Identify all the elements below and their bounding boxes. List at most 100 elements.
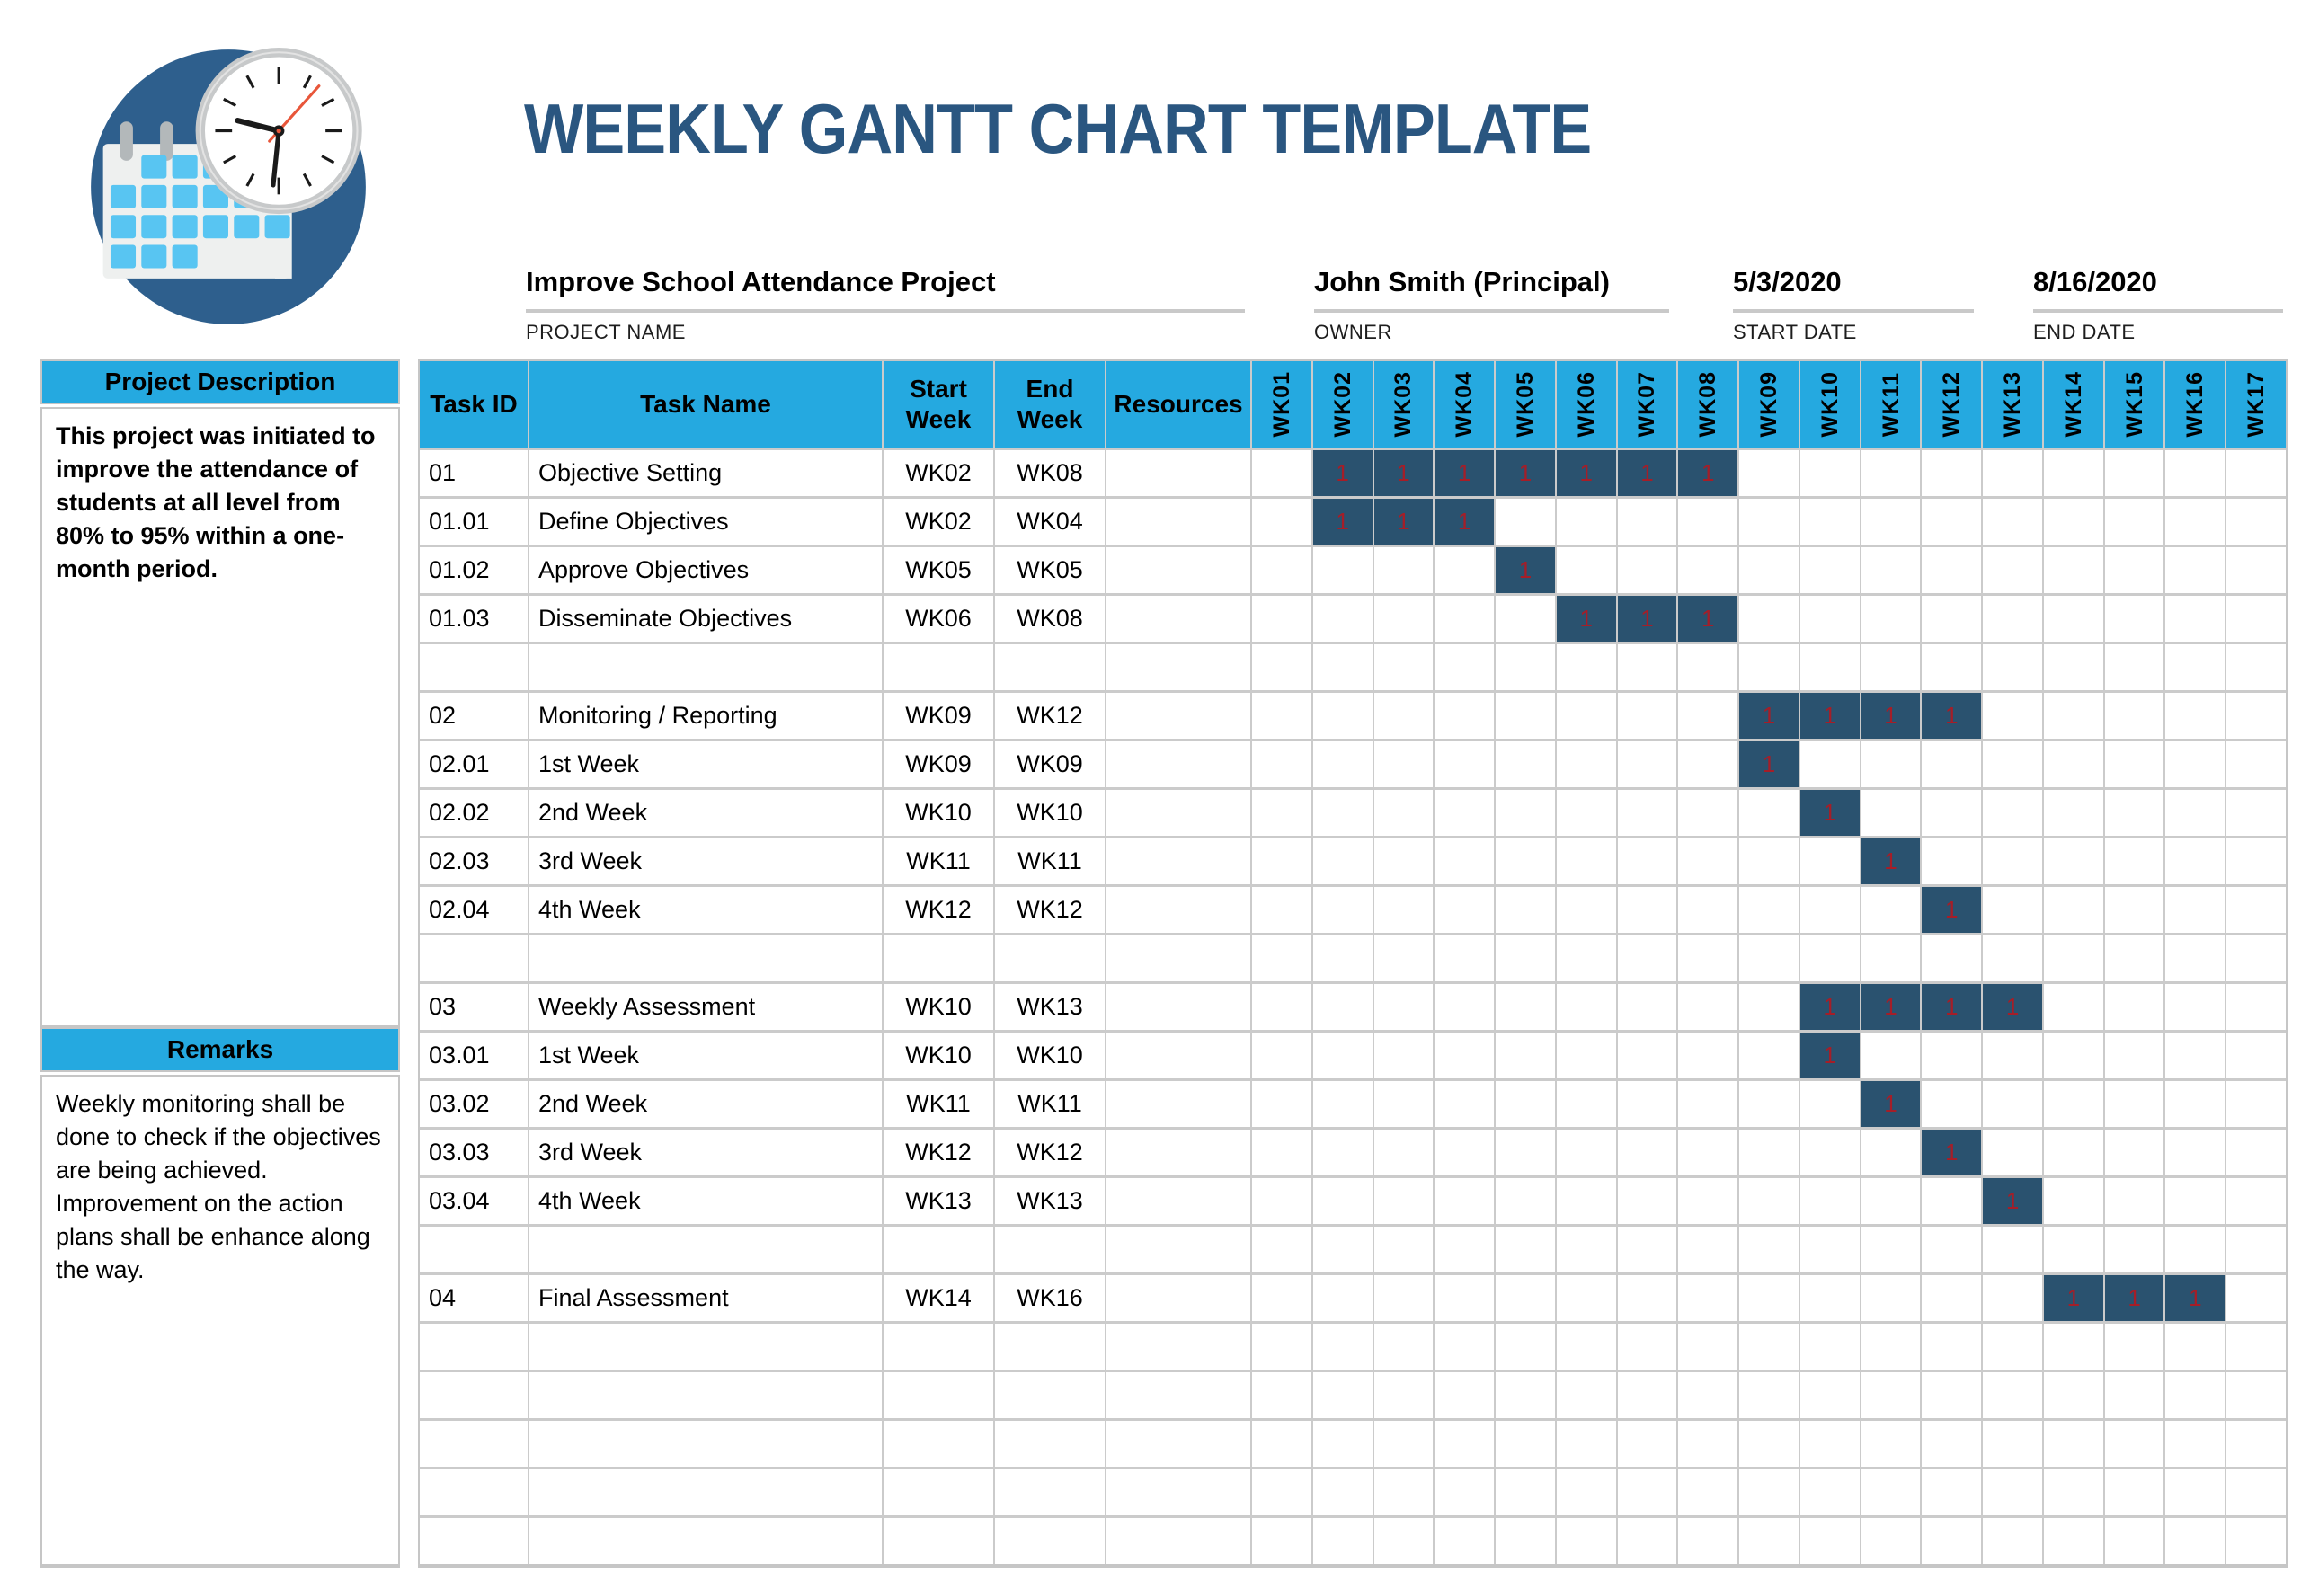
end-week-cell[interactable]: WK04 <box>995 499 1105 545</box>
gantt-cell[interactable] <box>2104 838 2164 884</box>
start-week-cell[interactable] <box>884 935 993 981</box>
gantt-cell[interactable] <box>1617 1518 1677 1564</box>
gantt-cell[interactable] <box>1496 693 1555 739</box>
gantt-cell[interactable] <box>2043 450 2103 496</box>
gantt-cell[interactable] <box>1739 1081 1799 1127</box>
end-week-cell[interactable] <box>995 644 1105 690</box>
gantt-cell[interactable] <box>2043 935 2103 981</box>
gantt-cell[interactable] <box>1678 1324 1738 1370</box>
gantt-cell[interactable] <box>1617 741 1677 787</box>
gantt-cell[interactable] <box>1496 1227 1555 1272</box>
end-week-cell[interactable] <box>995 1421 1105 1467</box>
gantt-cell[interactable] <box>1922 596 1982 642</box>
gantt-cell[interactable] <box>1678 1275 1738 1321</box>
gantt-cell[interactable] <box>1373 596 1434 642</box>
gantt-cell[interactable] <box>2226 596 2286 642</box>
gantt-cell[interactable] <box>1556 1130 1616 1175</box>
end-week-cell[interactable]: WK08 <box>995 450 1105 496</box>
gantt-bar-cell[interactable]: 1 <box>1861 693 1921 739</box>
gantt-cell[interactable] <box>2226 790 2286 836</box>
gantt-cell[interactable] <box>1312 693 1373 739</box>
gantt-cell[interactable] <box>1739 1324 1799 1370</box>
gantt-bar-cell[interactable]: 1 <box>1922 693 1982 739</box>
gantt-cell[interactable] <box>2226 693 2286 739</box>
gantt-bar-cell[interactable]: 1 <box>1922 1130 1982 1175</box>
gantt-cell[interactable] <box>1799 450 1860 496</box>
task-id-cell[interactable] <box>420 644 528 690</box>
task-id-cell[interactable]: 03.04 <box>420 1178 528 1224</box>
gantt-cell[interactable] <box>2226 1421 2286 1467</box>
gantt-cell[interactable] <box>1435 1469 1495 1515</box>
gantt-bar-cell[interactable]: 1 <box>1799 1033 1860 1078</box>
gantt-cell[interactable] <box>2104 984 2164 1030</box>
gantt-cell[interactable] <box>2165 547 2225 593</box>
gantt-cell[interactable] <box>1556 790 1616 836</box>
gantt-bar-cell[interactable]: 1 <box>1435 450 1495 496</box>
gantt-cell[interactable] <box>1496 935 1555 981</box>
gantt-cell[interactable] <box>1617 790 1677 836</box>
gantt-bar-cell[interactable]: 1 <box>1556 450 1616 496</box>
gantt-bar-cell[interactable]: 1 <box>1799 984 1860 1030</box>
task-name-cell[interactable] <box>529 644 882 690</box>
task-id-cell[interactable] <box>420 1227 528 1272</box>
task-name-cell[interactable]: 3rd Week <box>529 838 882 884</box>
gantt-cell[interactable] <box>2104 644 2164 690</box>
task-id-cell[interactable]: 01.02 <box>420 547 528 593</box>
gantt-cell[interactable] <box>1739 1275 1799 1321</box>
gantt-cell[interactable] <box>1739 1033 1799 1078</box>
gantt-cell[interactable] <box>2165 935 2225 981</box>
gantt-cell[interactable] <box>1373 1033 1434 1078</box>
task-name-cell[interactable]: 4th Week <box>529 887 882 933</box>
gantt-cell[interactable] <box>1312 1518 1373 1564</box>
end-week-cell[interactable]: WK10 <box>995 1033 1105 1078</box>
gantt-cell[interactable] <box>1861 1130 1921 1175</box>
gantt-cell[interactable] <box>1252 741 1311 787</box>
end-week-cell[interactable]: WK10 <box>995 790 1105 836</box>
start-week-cell[interactable]: WK10 <box>884 790 993 836</box>
gantt-cell[interactable] <box>1556 1421 1616 1467</box>
gantt-cell[interactable] <box>2165 1324 2225 1370</box>
gantt-cell[interactable] <box>2226 1178 2286 1224</box>
task-id-cell[interactable] <box>420 1372 528 1418</box>
gantt-bar-cell[interactable]: 1 <box>1983 1178 2042 1224</box>
gantt-cell[interactable] <box>1496 1372 1555 1418</box>
resources-cell[interactable] <box>1106 1469 1250 1515</box>
gantt-cell[interactable] <box>2165 1081 2225 1127</box>
gantt-cell[interactable] <box>1861 450 1921 496</box>
gantt-cell[interactable] <box>2043 838 2103 884</box>
gantt-cell[interactable] <box>1739 1227 1799 1272</box>
gantt-cell[interactable] <box>1617 1178 1677 1224</box>
gantt-cell[interactable] <box>1799 1518 1860 1564</box>
task-id-cell[interactable]: 01 <box>420 450 528 496</box>
gantt-cell[interactable] <box>1983 596 2042 642</box>
gantt-cell[interactable] <box>1496 887 1555 933</box>
gantt-cell[interactable] <box>1617 1469 1677 1515</box>
gantt-cell[interactable] <box>1556 1469 1616 1515</box>
task-name-cell[interactable]: 1st Week <box>529 741 882 787</box>
gantt-cell[interactable] <box>1799 887 1860 933</box>
gantt-cell[interactable] <box>1983 1469 2042 1515</box>
gantt-cell[interactable] <box>1678 1081 1738 1127</box>
gantt-cell[interactable] <box>1252 644 1311 690</box>
start-week-cell[interactable]: WK11 <box>884 1081 993 1127</box>
gantt-cell[interactable] <box>1678 1421 1738 1467</box>
start-week-cell[interactable] <box>884 1469 993 1515</box>
gantt-cell[interactable] <box>2043 1324 2103 1370</box>
resources-cell[interactable] <box>1106 499 1250 545</box>
gantt-cell[interactable] <box>2043 984 2103 1030</box>
gantt-cell[interactable] <box>1312 1421 1373 1467</box>
gantt-cell[interactable] <box>1922 1518 1982 1564</box>
resources-cell[interactable] <box>1106 935 1250 981</box>
gantt-cell[interactable] <box>1861 1178 1921 1224</box>
gantt-cell[interactable] <box>1312 596 1373 642</box>
gantt-cell[interactable] <box>1922 741 1982 787</box>
task-name-cell[interactable] <box>529 935 882 981</box>
resources-cell[interactable] <box>1106 790 1250 836</box>
gantt-cell[interactable] <box>1678 1518 1738 1564</box>
gantt-cell[interactable] <box>1739 1518 1799 1564</box>
gantt-cell[interactable] <box>1373 741 1434 787</box>
gantt-cell[interactable] <box>1861 935 1921 981</box>
gantt-cell[interactable] <box>1739 596 1799 642</box>
start-week-cell[interactable]: WK05 <box>884 547 993 593</box>
gantt-cell[interactable] <box>2165 644 2225 690</box>
